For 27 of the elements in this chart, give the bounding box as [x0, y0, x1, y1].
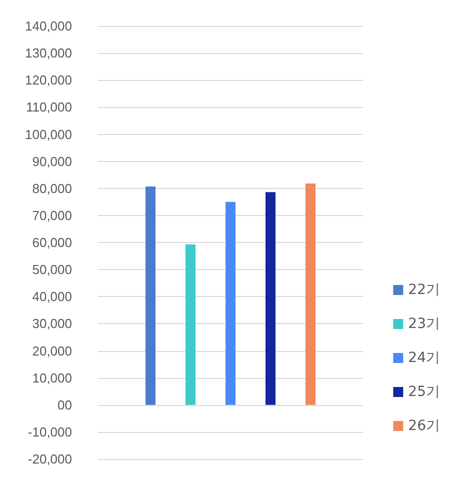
bar [186, 244, 196, 405]
y-tick-label: -20,000 [28, 452, 72, 466]
y-tick-label: 140,000 [25, 18, 72, 34]
bar [306, 184, 316, 405]
y-tick-label: 80,000 [32, 180, 72, 196]
y-tick-label: 20,000 [32, 343, 72, 358]
y-tick-label: 50,000 [32, 262, 72, 278]
bar [146, 186, 156, 405]
legend-label: 24기 [408, 350, 440, 366]
bar [266, 192, 276, 405]
legend-label: 25기 [408, 384, 440, 400]
y-tick-label: -10,000 [28, 424, 72, 440]
y-tick-label: 30,000 [32, 316, 72, 332]
y-tick-label: 110,000 [26, 100, 72, 115]
y-tick-label: 10,000 [32, 370, 72, 386]
legend-label: 23기 [408, 316, 440, 332]
y-tick-label: 90,000 [32, 154, 72, 169]
legend-label: 26기 [408, 418, 440, 434]
bar [226, 202, 236, 405]
y-tick-label: 60,000 [32, 235, 72, 250]
y-tick-label: 70,000 [32, 208, 72, 223]
y-tick-label: 120,000 [25, 72, 72, 88]
y-tick-label: 40,000 [32, 289, 72, 304]
y-tick-label: 100,000 [25, 126, 72, 142]
y-tick-label: 130,000 [25, 46, 72, 61]
legend-label: 22기 [408, 282, 440, 298]
y-tick-label: 00 [58, 397, 72, 412]
